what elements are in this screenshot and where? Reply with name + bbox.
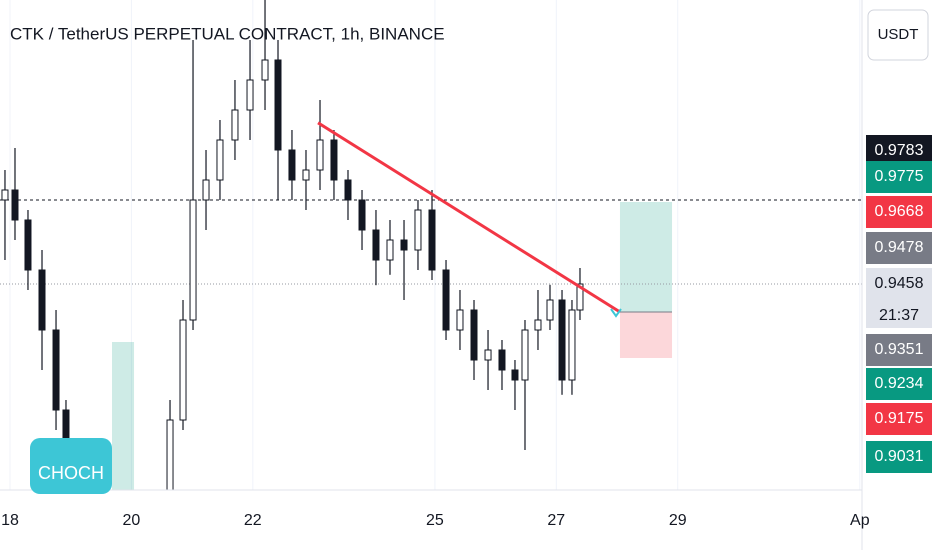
- price-label: 0.9458: [875, 275, 924, 292]
- currency[interactable]: USDT: [878, 26, 919, 43]
- candle-body: [202, 179, 210, 201]
- candle-body: [558, 299, 566, 381]
- price-label-box: [866, 368, 932, 400]
- x-tick-label: 27: [547, 512, 565, 529]
- price-label-box: [866, 403, 932, 435]
- candle-body: [372, 229, 380, 261]
- x-tick-label: 20: [123, 512, 141, 529]
- price-label: 0.9031: [875, 448, 924, 465]
- x-tick-label: 29: [669, 512, 687, 529]
- candle-body: [179, 319, 187, 421]
- trend-line: [317, 121, 621, 314]
- candle-body: [521, 329, 529, 381]
- candle-body: [386, 239, 394, 261]
- x-tick-label: Ap: [850, 512, 870, 529]
- chart-title: CTK / TetherUS PERPETUAL CONTRACT, 1h, B…: [10, 24, 445, 43]
- candle-body: [470, 309, 478, 361]
- candle-body: [288, 149, 296, 181]
- candle-body: [511, 369, 519, 381]
- candle-body: [166, 419, 174, 491]
- price-axis: 0.9783 0.9775 0.9668 0.9478 0.9458 21:37 0.935…: [866, 135, 932, 473]
- plot: [0, 0, 862, 491]
- annotation: CHOCH: [38, 463, 104, 483]
- stop-zone: [619, 312, 673, 358]
- target-zone: [619, 202, 673, 312]
- candle-body: [534, 319, 542, 331]
- candle-body: [568, 309, 576, 381]
- zone: [111, 342, 135, 490]
- candle-body: [414, 209, 422, 251]
- candle-body: [231, 109, 239, 141]
- price-label: 0.9351: [875, 341, 924, 358]
- candle-body: [576, 283, 584, 311]
- candle-body: [358, 199, 366, 231]
- candle-body: [11, 189, 19, 221]
- price-label: 0.9478: [875, 239, 924, 256]
- currency-button[interactable]: [867, 9, 929, 61]
- candle-body: [344, 179, 352, 201]
- price-label: 0.9783: [875, 142, 924, 159]
- candle-body: [428, 209, 436, 271]
- countdown: 21:37: [879, 307, 919, 324]
- entry-marker: [610, 308, 622, 318]
- candle-body: [316, 139, 324, 171]
- annotation-box: [30, 438, 112, 494]
- candle-body: [189, 199, 197, 321]
- candle-body: [1, 189, 9, 201]
- price-label-box: [866, 196, 932, 228]
- candle-body: [330, 139, 338, 181]
- candle-body: [484, 349, 492, 361]
- candle-body: [38, 269, 46, 331]
- price-label: 0.9775: [875, 168, 924, 185]
- price-label-box: [866, 441, 932, 473]
- price-label-box: [866, 232, 932, 264]
- x-tick-label: 22: [244, 512, 262, 529]
- candle-body: [216, 139, 224, 181]
- price-label: 0.9234: [875, 375, 924, 392]
- price-label: 0.9668: [875, 203, 924, 220]
- candle-body: [400, 239, 408, 251]
- price-label: 0.9175: [875, 410, 924, 427]
- candle-body: [274, 59, 282, 151]
- price-label-box: [866, 268, 932, 328]
- candle-body: [52, 329, 60, 411]
- candle-body: [246, 79, 254, 111]
- candle-body: [442, 269, 450, 331]
- candle-body: [456, 309, 464, 331]
- candle-body: [24, 219, 32, 271]
- x-tick-label: 25: [426, 512, 444, 529]
- candle-body: [546, 299, 554, 321]
- price-label-box: [866, 334, 932, 366]
- candle-body: [302, 169, 310, 181]
- price-label-box: [866, 161, 932, 193]
- candle-body: [498, 349, 506, 371]
- candle-body: [261, 59, 269, 81]
- x-tick-label: 18: [1, 512, 19, 529]
